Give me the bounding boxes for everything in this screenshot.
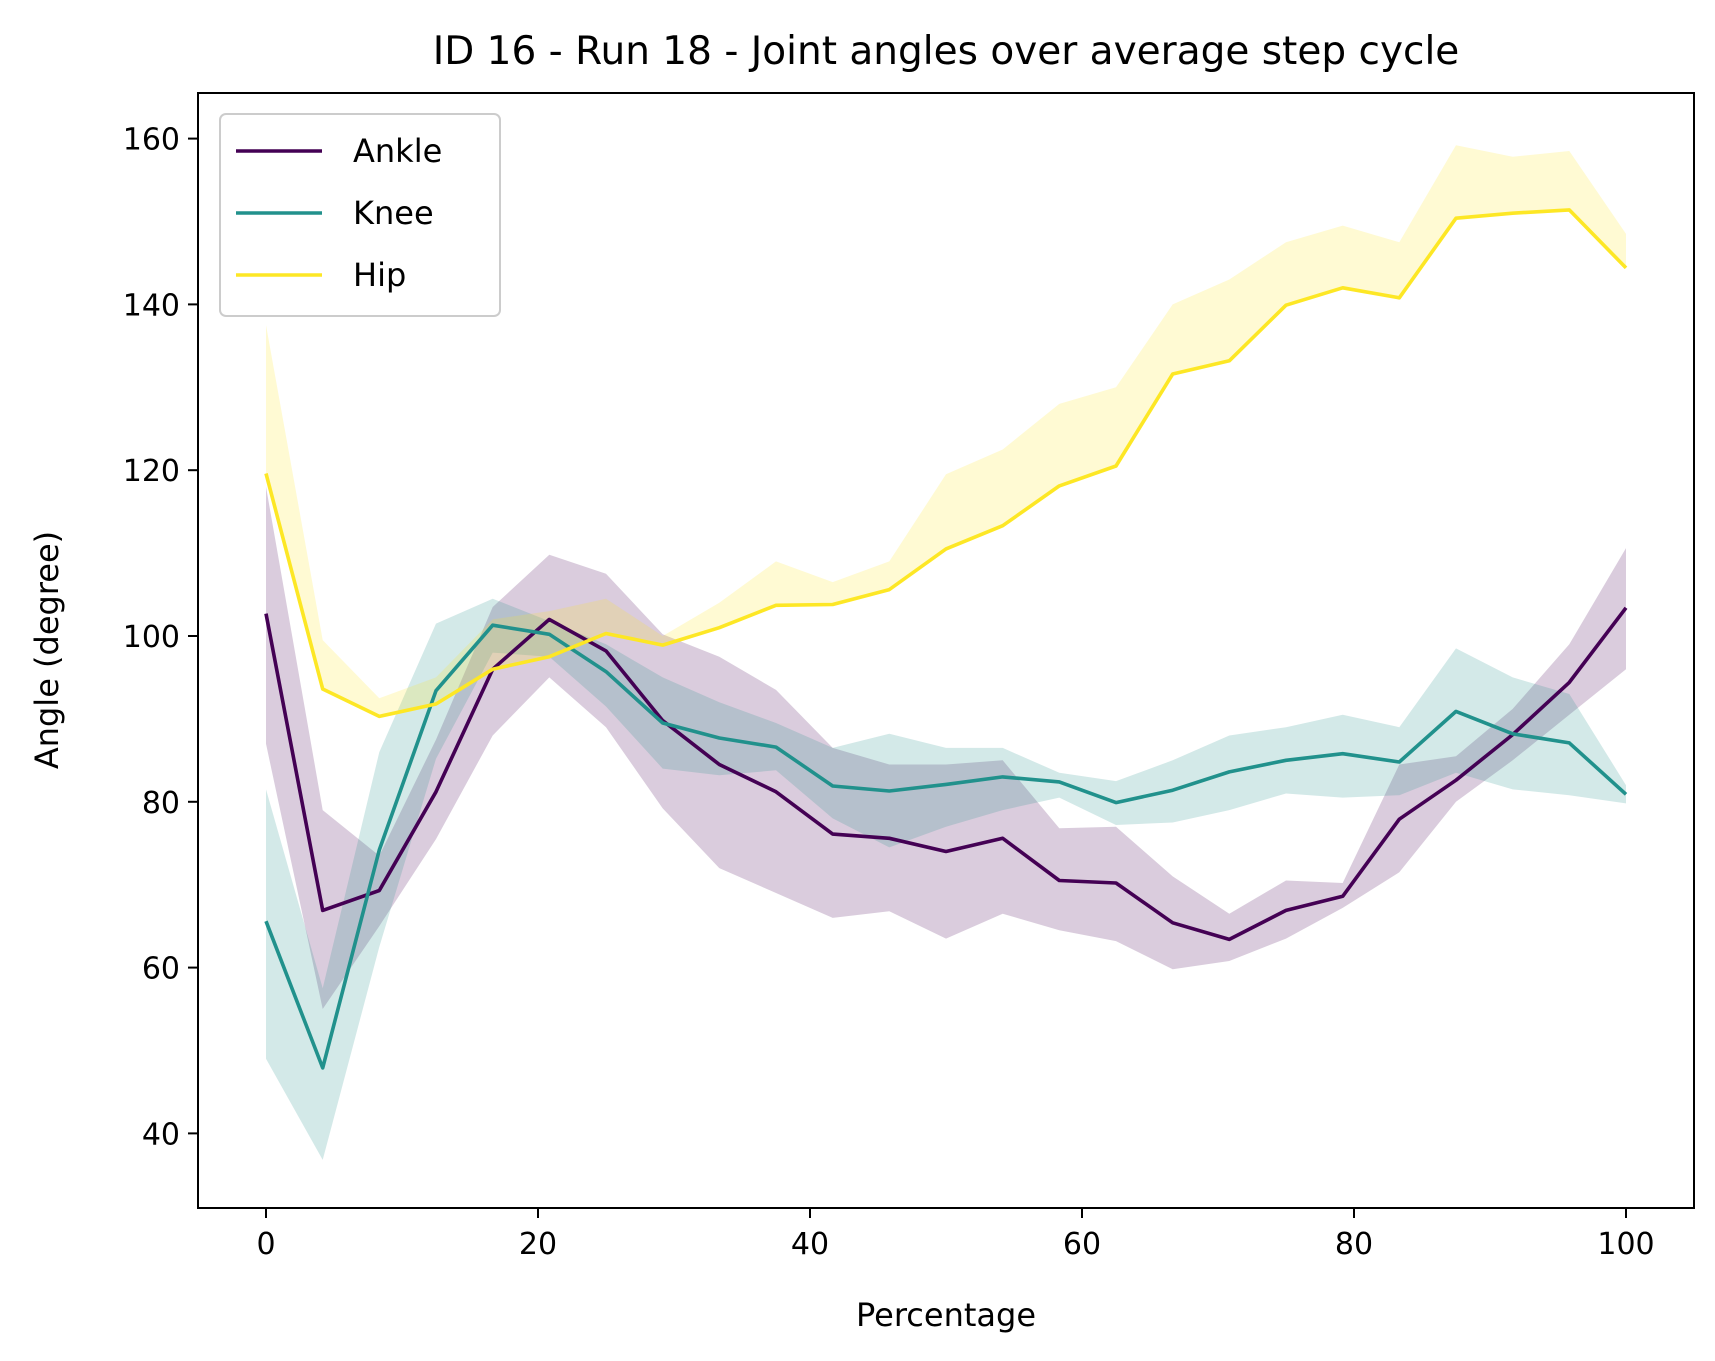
x-tick-label: 80 bbox=[1335, 1227, 1373, 1262]
confidence-bands bbox=[266, 145, 1626, 1160]
chart-title: ID 16 - Run 18 - Joint angles over avera… bbox=[433, 29, 1460, 74]
y-axis-ticks: 40 60 80 100 120 140 160 bbox=[123, 123, 198, 1152]
x-axis-label: Percentage bbox=[856, 1296, 1036, 1334]
series-lines bbox=[264, 208, 1628, 1070]
legend: Ankle Knee Hip bbox=[219, 113, 501, 317]
y-tick-label: 100 bbox=[123, 620, 180, 655]
x-tick-label: 100 bbox=[1597, 1227, 1654, 1262]
hip-line bbox=[264, 208, 1628, 719]
x-tick-label: 60 bbox=[1063, 1227, 1101, 1262]
knee-band bbox=[266, 598, 1626, 1160]
y-tick-label: 120 bbox=[123, 454, 180, 489]
x-tick-label: 40 bbox=[791, 1227, 829, 1262]
hip-band bbox=[266, 145, 1626, 717]
x-axis-ticks: 0 20 40 60 80 100 bbox=[256, 1208, 1655, 1262]
legend-label-knee: Knee bbox=[353, 194, 434, 232]
plot-area-frame bbox=[197, 92, 1695, 1209]
legend-box bbox=[219, 113, 501, 317]
ankle-band bbox=[266, 486, 1626, 1009]
y-tick-label: 140 bbox=[123, 288, 180, 323]
x-tick-label: 20 bbox=[519, 1227, 557, 1262]
y-axis-label: Angle (degree) bbox=[28, 531, 66, 769]
legend-label-ankle: Ankle bbox=[353, 132, 442, 170]
x-tick-label: 0 bbox=[256, 1227, 275, 1262]
knee-line bbox=[264, 623, 1628, 1070]
y-tick-label: 40 bbox=[142, 1117, 180, 1152]
y-tick-label: 80 bbox=[142, 786, 180, 821]
y-tick-label: 60 bbox=[142, 952, 180, 987]
y-tick-label: 160 bbox=[123, 123, 180, 158]
legend-label-hip: Hip bbox=[353, 256, 406, 294]
